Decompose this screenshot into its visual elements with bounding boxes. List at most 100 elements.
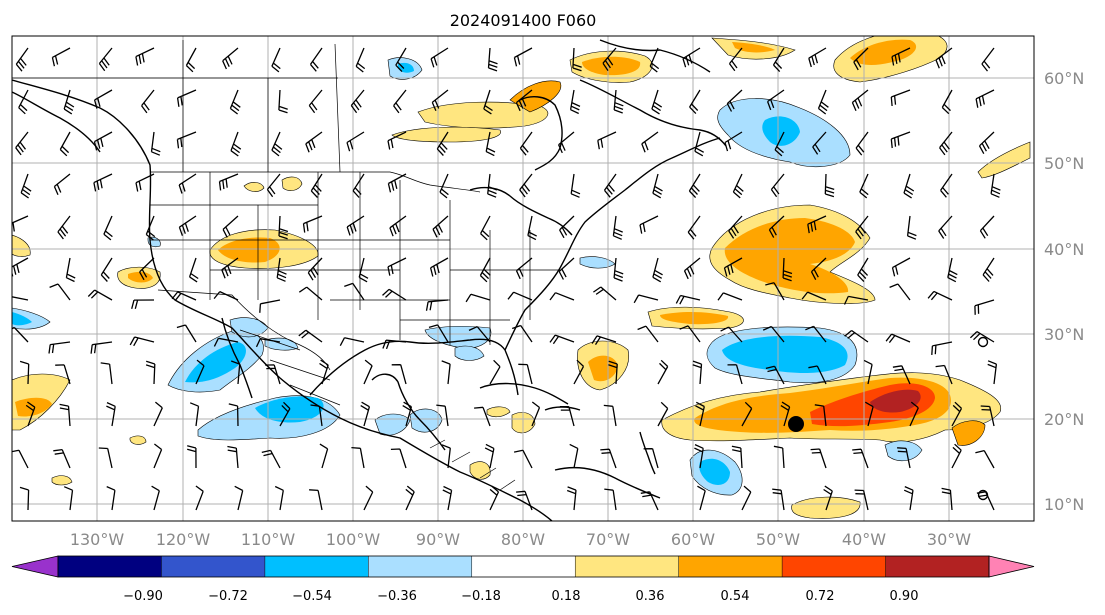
borders [12,40,560,491]
colorbar-extend-high [988,555,1035,578]
anomaly-west-us [12,176,536,486]
wind-barb [855,215,869,240]
us-mexico-border [157,289,331,371]
wind-barb [941,487,953,511]
wind-barb [980,405,995,427]
wind-barb [612,215,623,240]
wind-barb [53,173,71,196]
us-canada-border [150,171,481,193]
wind-barb [531,401,541,427]
wind-barb [843,295,869,305]
lon-label: 40°W [842,530,886,549]
lon-label: 110°W [241,530,296,549]
wind-barb [863,359,873,385]
wind-barb [395,47,407,73]
colorbar-tick-label: 0.90 [890,589,919,604]
wind-barb [805,325,827,343]
wind-barb [103,215,113,241]
wind-barb [391,364,407,385]
wind-barb [688,173,701,199]
wind-barb [852,448,869,469]
lesser-antilles [639,431,656,475]
colorbar-tick-label: −0.36 [377,589,417,604]
wind-barb [271,131,283,157]
wind-barb [903,486,914,511]
wind-barb [641,131,659,153]
wind-barb [387,173,407,193]
wind-barb [425,299,449,311]
wind-barb [979,215,995,239]
wind-barb [151,485,160,511]
lon-label: 120°W [156,530,211,549]
wind-barb [566,486,577,511]
lon-label: 60°W [671,530,715,549]
colorbar-segment [885,556,989,577]
colorbar-segment [161,556,265,577]
wind-barb [549,334,575,345]
wind-barb [382,339,407,350]
wind-barb [278,89,288,114]
wind-barb [940,173,953,198]
wind-barb [772,488,785,511]
map-title: 2024091400 F060 [450,11,597,30]
wind-barb [978,131,995,155]
wind-barb [909,401,919,427]
wind-barb [573,359,585,385]
wind-barb [951,401,963,427]
wind-barb [213,337,239,347]
wind-barb [633,294,659,304]
calm-marker [977,336,989,348]
lat-label: 30°N [1044,325,1084,344]
pacific-coast [12,79,553,521]
wind-barb [106,402,116,427]
wind-barb [774,131,785,157]
wind-barb [57,215,71,240]
wind-barb [153,401,163,427]
labrador [579,79,727,147]
colorbar-tick-label: 0.18 [552,589,581,604]
map-panel [12,36,1034,521]
wind-barb [782,257,793,282]
wind-barb [864,401,874,427]
wind-barb [889,283,911,301]
filled-contours [12,36,1031,519]
wind-barb [824,173,835,198]
wind-barb [230,360,241,385]
wind-barb [355,47,366,73]
wind-barb [814,404,827,427]
wind-barb [679,325,701,343]
wind-barb [938,215,953,239]
wind-barb [346,215,365,236]
negative-anomalies [12,57,923,496]
colorbar-tick-label: 0.72 [806,589,835,604]
wind-barb [259,299,281,313]
wind-barb [766,89,785,111]
wind-barb [927,290,953,301]
wind-barb [717,292,743,301]
colorbar-segment [782,556,886,577]
wind-barb [728,47,743,72]
wind-barb [20,173,32,199]
wind-barb [487,173,498,198]
wind-barb [479,257,491,283]
wind-barb [98,447,113,469]
wind-barb [87,289,113,301]
wind-barb [724,131,743,152]
wind-barb [593,286,617,301]
wind-barb [817,89,829,115]
wind-barb [975,449,995,469]
wind-barb [402,401,413,427]
wind-barb [854,489,869,511]
lat-label: 60°N [1044,69,1084,88]
wind-barb [195,485,204,511]
colorbar-segment [368,556,472,577]
wind-barb [176,324,197,343]
wind-barb [768,215,785,238]
wind-barb [657,359,669,385]
wind-barb [808,365,827,385]
wind-barb [279,401,291,427]
wind-barb [188,257,199,283]
greenland-arctic [599,39,711,73]
wind-barb [228,403,239,427]
lon-label: 50°W [756,530,800,549]
